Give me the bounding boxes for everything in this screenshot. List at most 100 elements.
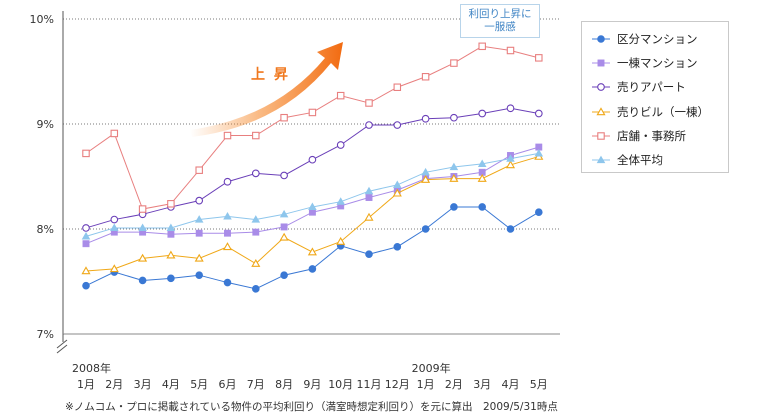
data-point — [534, 109, 543, 118]
data-point — [280, 223, 288, 231]
data-point — [393, 180, 402, 189]
callout-line-2: 一服感 — [484, 21, 516, 33]
data-point — [222, 242, 233, 251]
data-point — [336, 141, 345, 149]
data-point — [82, 224, 90, 232]
data-point — [506, 154, 515, 162]
series-line — [85, 152, 539, 237]
legend-swatch — [592, 106, 610, 115]
data-point — [308, 155, 317, 164]
series-line — [85, 45, 539, 210]
y-tick-label: 10% — [30, 13, 54, 26]
callout-box: 利回り上昇に 一服感 — [460, 4, 540, 38]
data-point — [506, 225, 515, 233]
data-point — [478, 109, 487, 118]
data-point — [596, 106, 606, 115]
data-point — [450, 113, 458, 122]
data-point — [167, 274, 175, 283]
legend: 区分マンション一棟マンション 売りアパート売りビル（一棟） 店舗・事務所全体平均 — [581, 21, 729, 173]
x-tick-label: 5月 — [190, 378, 208, 391]
data-point — [195, 271, 203, 280]
data-point — [392, 188, 402, 197]
data-point — [280, 171, 288, 180]
legend-swatch — [592, 59, 610, 67]
data-point — [421, 114, 430, 123]
data-point — [194, 253, 204, 262]
data-point — [194, 215, 204, 223]
legend-label: 売りアパート — [617, 80, 686, 95]
data-point — [251, 169, 260, 178]
year-label: 2009年 — [412, 361, 451, 375]
data-point — [224, 229, 231, 237]
data-point — [393, 243, 402, 251]
data-point — [393, 121, 402, 129]
x-tick-label: 11月 — [357, 378, 382, 391]
data-point — [534, 148, 544, 157]
legend-entry: 売りビル（一棟） — [592, 100, 728, 124]
legend-label: 一棟マンション — [617, 56, 698, 71]
data-point — [279, 232, 289, 241]
data-point — [110, 223, 119, 232]
data-point — [252, 285, 260, 293]
x-tick-label: 2月 — [445, 378, 463, 391]
data-point — [449, 173, 459, 182]
data-point — [167, 230, 175, 238]
data-point — [280, 271, 288, 280]
data-point — [110, 129, 119, 138]
data-point — [81, 231, 91, 240]
legend-entry: 店舗・事務所 — [592, 124, 728, 148]
legend-label: 全体平均 — [617, 153, 663, 168]
data-point — [166, 250, 176, 259]
legend-entry: 売りアパート — [592, 75, 728, 99]
data-point — [138, 253, 148, 262]
x-tick-label: 8月 — [275, 378, 293, 391]
data-point — [597, 59, 605, 67]
x-tick-label: 3月 — [473, 378, 491, 391]
data-point — [279, 209, 289, 218]
data-point — [138, 223, 147, 232]
data-point — [223, 211, 232, 220]
series-4 — [81, 151, 544, 275]
legend-entry: 区分マンション — [592, 27, 728, 51]
data-point — [81, 266, 91, 275]
data-point — [597, 35, 605, 43]
data-point — [364, 186, 374, 195]
data-point — [421, 225, 430, 233]
data-point — [505, 160, 516, 169]
data-point — [195, 229, 203, 237]
data-point — [449, 162, 459, 171]
data-point — [251, 215, 261, 223]
x-tick-label: 3月 — [134, 378, 152, 391]
legend-entry: 一棟マンション — [592, 51, 728, 75]
data-point — [195, 166, 203, 174]
legend-swatch — [592, 132, 610, 140]
data-point — [223, 131, 232, 140]
data-point — [336, 236, 346, 245]
y-tick-label: 9% — [37, 118, 54, 131]
data-point — [336, 197, 345, 205]
data-point — [421, 73, 430, 81]
legend-swatch — [592, 83, 610, 92]
data-point — [365, 99, 373, 107]
data-point — [596, 155, 606, 164]
data-point — [450, 203, 458, 211]
data-point — [252, 228, 260, 236]
data-point — [138, 276, 147, 285]
x-tick-label: 12月 — [385, 378, 410, 391]
x-tick-label: 2月 — [105, 378, 123, 391]
y-tick-label: 7% — [37, 328, 54, 341]
data-point — [364, 212, 374, 221]
data-point — [506, 104, 515, 113]
series-6 — [81, 148, 544, 240]
data-point — [477, 159, 487, 168]
x-tick-label: 7月 — [247, 378, 265, 391]
callout-line-1: 利回り上昇に — [468, 8, 532, 20]
data-point — [82, 281, 90, 290]
data-point — [365, 194, 373, 201]
data-point — [336, 91, 345, 100]
data-point — [138, 205, 147, 213]
data-point — [308, 265, 317, 273]
footnote: ※ノムコム・プロに掲載されている物件の平均利回り（満室時想定利回り）を元に算出 … — [65, 401, 558, 413]
axis-break-mark — [56, 344, 68, 354]
